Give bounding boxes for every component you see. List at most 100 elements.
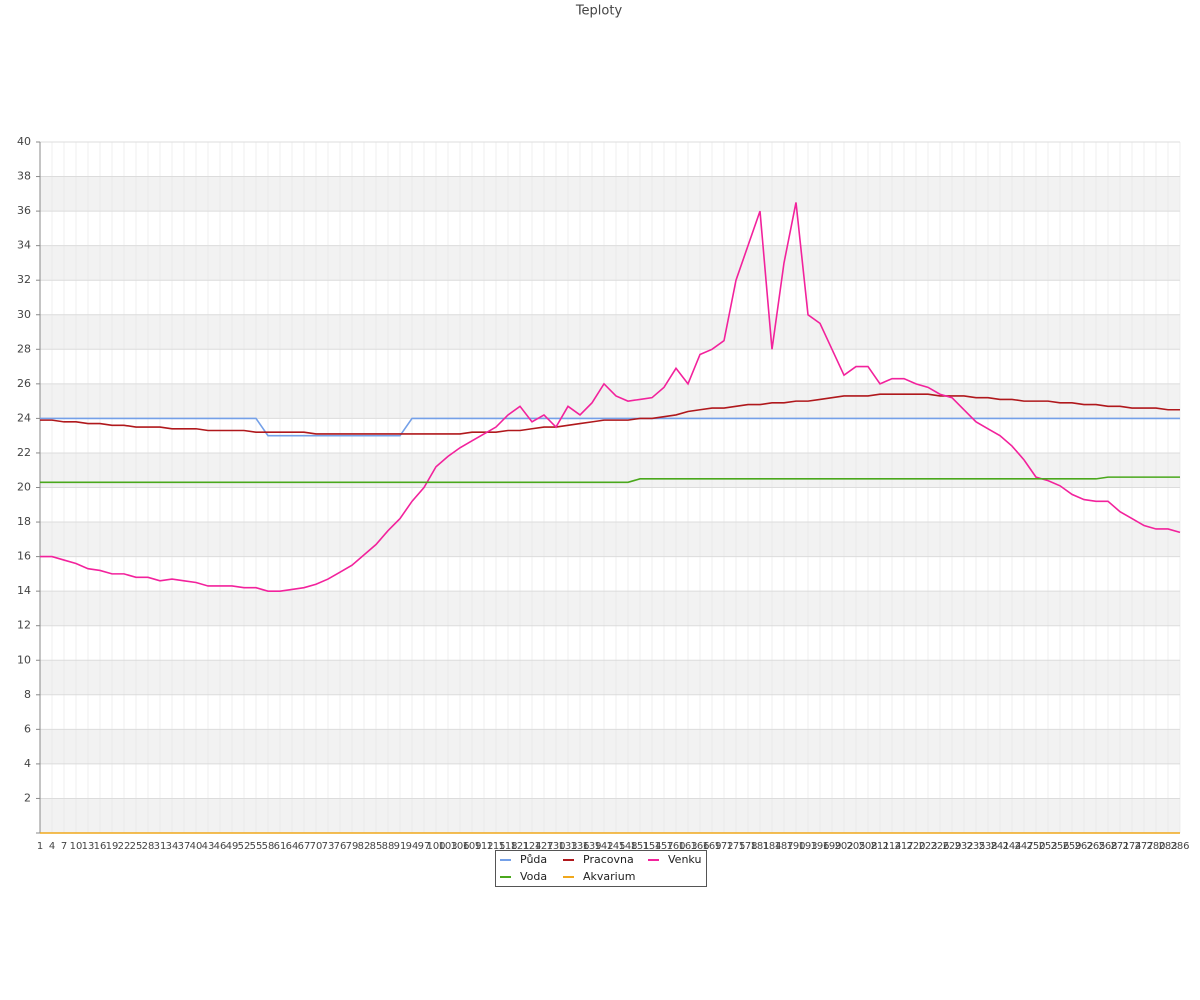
x-tick-label: 109 (462, 841, 481, 852)
x-tick-label: 253 (1038, 841, 1057, 852)
x-tick-label: 67 (298, 841, 311, 852)
x-tick-label: 28 (142, 841, 155, 852)
line-series (40, 476, 1180, 484)
legend-label: Pracovna (583, 853, 634, 866)
x-tick-label: 106 (450, 841, 469, 852)
x-tick-label: 181 (750, 841, 769, 852)
x-tick-label: 163 (678, 841, 697, 852)
x-tick-label: 127 (534, 841, 553, 852)
grid-band (40, 522, 1180, 557)
line-series (40, 417, 1180, 437)
x-tick-label: 79 (346, 841, 359, 852)
x-tick-label: 37 (178, 841, 191, 852)
x-tick-label: 148 (618, 841, 637, 852)
legend-label: Venku (668, 853, 701, 866)
y-tick-label: 30 (17, 308, 31, 321)
y-tick-label: 18 (17, 515, 31, 528)
x-tick-label: 91 (394, 841, 407, 852)
x-tick-label: 10 (70, 841, 83, 852)
x-tick-label: 31 (154, 841, 167, 852)
y-tick-label: 10 (17, 653, 31, 666)
x-tick-label: 1 (37, 841, 43, 852)
x-tick-label: 70 (310, 841, 323, 852)
x-tick-label: 199 (822, 841, 841, 852)
grid-band (40, 176, 1180, 212)
x-tick-label: 19 (106, 841, 119, 852)
x-tick-label: 226 (930, 841, 949, 852)
x-tick-label: 208 (858, 841, 877, 852)
x-tick-label: 40 (190, 841, 203, 852)
grid-band (40, 798, 1180, 833)
y-tick-label: 8 (24, 688, 31, 701)
x-tick-label: 172 (714, 841, 733, 852)
x-tick-label: 7 (61, 841, 67, 852)
x-tick-label: 25 (130, 841, 143, 852)
y-tick-label: 26 (17, 377, 31, 390)
x-tick-label: 184 (762, 841, 781, 852)
x-tick-label: 13 (82, 841, 95, 852)
x-tick-label: 142 (594, 841, 613, 852)
x-tick-label: 202 (834, 841, 853, 852)
x-tick-label: 205 (846, 841, 865, 852)
x-tick-label: 232 (954, 841, 973, 852)
x-tick-label: 112 (474, 841, 493, 852)
grid-band (40, 591, 1180, 626)
legend-box (495, 850, 707, 887)
x-tick-label: 259 (1062, 841, 1081, 852)
grid-band (40, 245, 1180, 281)
legend-label: Voda (520, 870, 547, 883)
x-tick-label: 55 (250, 841, 263, 852)
x-tick-label: 277 (1134, 841, 1153, 852)
y-tick-label: 36 (17, 204, 31, 217)
line-series (40, 393, 1180, 435)
x-tick-label: 223 (918, 841, 937, 852)
x-tick-label: 190 (786, 841, 805, 852)
x-tick-label: 100 (426, 841, 445, 852)
y-tick-label: 12 (17, 619, 31, 632)
y-tick-label: 38 (17, 170, 31, 183)
x-tick-label: 220 (906, 841, 925, 852)
y-tick-label: 34 (17, 239, 31, 252)
x-tick-label: 118 (498, 841, 517, 852)
y-tick-label: 28 (17, 342, 31, 355)
x-tick-label: 217 (894, 841, 913, 852)
x-tick-label: 271 (1110, 841, 1129, 852)
y-tick-label: 20 (17, 481, 31, 494)
x-tick-label: 187 (774, 841, 793, 852)
x-tick-label: 238 (978, 841, 997, 852)
x-tick-label: 121 (510, 841, 529, 852)
x-tick-label: 283 (1158, 841, 1177, 852)
legend-label: Půda (520, 853, 547, 866)
x-tick-label: 274 (1122, 841, 1141, 852)
x-tick-label: 151 (630, 841, 649, 852)
x-tick-label: 16 (94, 841, 107, 852)
x-tick-label: 58 (262, 841, 275, 852)
x-tick-label: 160 (666, 841, 685, 852)
x-tick-label: 76 (334, 841, 347, 852)
x-tick-label: 136 (570, 841, 589, 852)
x-tick-label: 193 (798, 841, 817, 852)
y-tick-label: 22 (17, 446, 31, 459)
x-tick-label: 247 (1014, 841, 1033, 852)
x-tick-label: 196 (810, 841, 829, 852)
x-tick-label: 94 (406, 841, 419, 852)
x-tick-label: 178 (738, 841, 757, 852)
x-tick-label: 46 (214, 841, 227, 852)
x-tick-label: 97 (418, 841, 431, 852)
x-tick-label: 124 (522, 841, 541, 852)
x-tick-label: 64 (286, 841, 299, 852)
x-tick-label: 34 (166, 841, 179, 852)
x-tick-label: 262 (1074, 841, 1093, 852)
x-tick-label: 211 (870, 841, 889, 852)
chart-title: Teploty (575, 4, 623, 19)
x-tick-label: 85 (370, 841, 383, 852)
x-tick-label: 286 (1170, 841, 1189, 852)
y-tick-label: 16 (17, 550, 31, 563)
y-tick-label: 24 (17, 411, 31, 424)
x-tick-label: 145 (606, 841, 625, 852)
x-tick-label: 103 (438, 841, 457, 852)
grid-band (40, 729, 1180, 764)
x-tick-label: 214 (882, 841, 901, 852)
x-tick-label: 43 (202, 841, 215, 852)
